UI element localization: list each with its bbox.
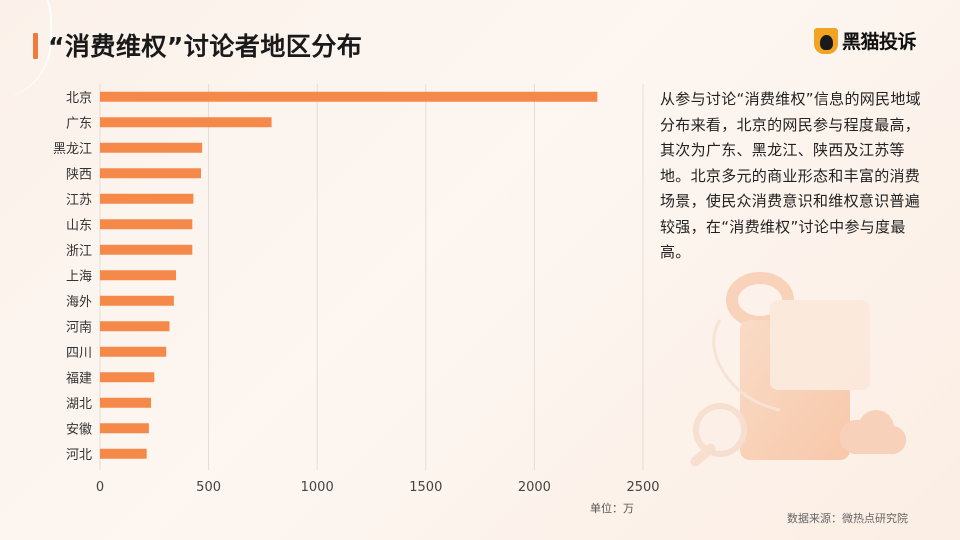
brand-logo: 黑猫投诉	[813, 27, 917, 54]
bar	[100, 270, 177, 281]
source-label: 数据来源：微热点研究院	[787, 512, 908, 525]
y-category-label: 北京	[66, 91, 92, 106]
y-category-label: 安徽	[66, 422, 92, 437]
bar	[100, 117, 272, 128]
y-category-label: 陕西	[66, 167, 92, 182]
cat-shield-icon	[813, 27, 838, 54]
x-tick-label: 0	[96, 480, 104, 495]
bar	[100, 244, 193, 255]
bar-chart: 0 500 1000 1500 2000 2500 北京广东黑龙江陕西江苏山东浙江上海海外河…	[53, 84, 660, 495]
description-text: 从参与讨论“消费维权”信息的网民地域分布来看，北京的网民参与程度最高，其次为广东…	[660, 90, 921, 261]
x-tick-label: 500	[196, 480, 221, 495]
y-category-label: 湖北	[66, 397, 92, 412]
y-category-label: 海外	[66, 295, 92, 310]
x-tick-label: 1000	[301, 480, 334, 495]
x-tick-label: 2500	[626, 480, 659, 495]
y-category-label: 江苏	[66, 192, 92, 208]
bar	[100, 219, 193, 230]
bar	[100, 168, 201, 179]
bar	[100, 448, 147, 459]
y-category-label: 河北	[66, 448, 92, 463]
bar	[100, 91, 598, 102]
unit-label: 单位：万	[590, 502, 634, 515]
bar	[100, 321, 170, 332]
document-shape	[770, 300, 870, 390]
y-category-label: 黑龙江	[53, 142, 92, 157]
x-tick-label: 1500	[409, 480, 442, 495]
page-title: “消费维权”讨论者地区分布	[48, 32, 363, 61]
folder-magnifier-illustration	[690, 272, 907, 467]
bar	[100, 397, 152, 408]
title-accent-bar	[33, 33, 38, 59]
y-category-label: 福建	[66, 371, 92, 386]
x-tick-label: 2000	[518, 480, 551, 495]
y-category-label: 上海	[66, 269, 92, 284]
cloud-shape	[839, 410, 907, 455]
magnifier-icon	[693, 403, 747, 457]
y-category-label: 河南	[66, 319, 92, 335]
bar	[100, 372, 155, 383]
y-category-label: 浙江	[66, 244, 92, 259]
logo-text: 黑猫投诉	[841, 31, 917, 53]
corner-decoration	[0, 0, 52, 100]
y-category-label: 四川	[66, 346, 92, 361]
bar	[100, 295, 174, 306]
bar	[100, 193, 194, 204]
bar	[100, 423, 149, 434]
y-category-label: 广东	[66, 116, 92, 131]
bar	[100, 142, 203, 153]
bar	[100, 346, 167, 357]
y-category-label: 山东	[66, 218, 92, 233]
